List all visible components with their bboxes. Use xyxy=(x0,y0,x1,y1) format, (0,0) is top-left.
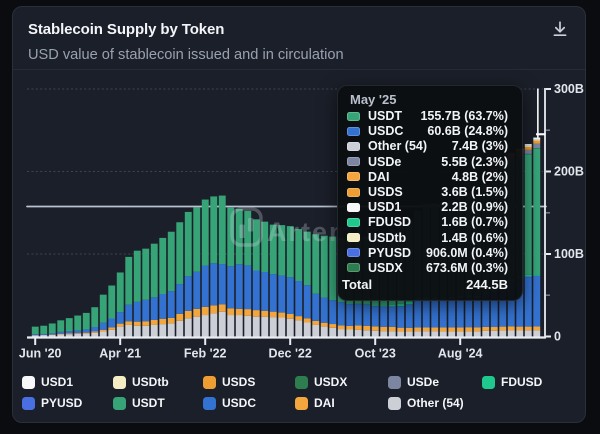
svg-text:Oct '23: Oct '23 xyxy=(355,347,396,361)
svg-text:100B: 100B xyxy=(554,247,584,261)
svg-text:200B: 200B xyxy=(554,165,584,179)
svg-text:300B: 300B xyxy=(554,82,584,96)
svg-text:Jun '20: Jun '20 xyxy=(19,347,62,361)
svg-text:Apr '21: Apr '21 xyxy=(99,347,141,361)
svg-text:Aug '24: Aug '24 xyxy=(438,347,483,361)
svg-text:Feb '22: Feb '22 xyxy=(184,347,227,361)
svg-text:Dec '22: Dec '22 xyxy=(269,347,312,361)
svg-text:0: 0 xyxy=(554,330,561,344)
